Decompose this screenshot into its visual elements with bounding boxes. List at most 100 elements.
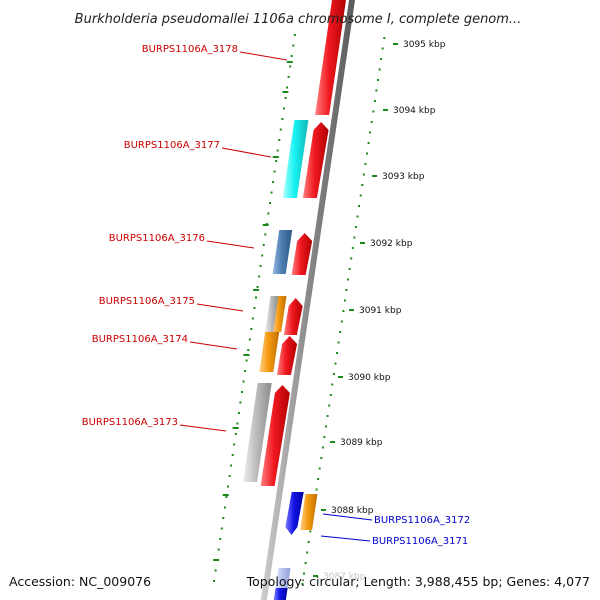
- gene-label[interactable]: BURPS1106A_3176: [109, 233, 205, 244]
- inner-guide-dot: [239, 401, 242, 404]
- gene-label[interactable]: BURPS1106A_3177: [124, 140, 220, 151]
- gene-burps1106a-3178[interactable]: [315, 0, 346, 115]
- gene-burps1106a-3175[interactable]: [272, 296, 287, 332]
- inner-guide-dot: [244, 370, 247, 372]
- inner-guide-dot: [273, 170, 276, 173]
- backbone-strand: [260, 0, 355, 600]
- gene-label[interactable]: BURPS1106A_3173: [82, 417, 178, 428]
- outer-guide-dot: [358, 205, 361, 207]
- gene-burps1106a-3171[interactable]: [285, 492, 304, 535]
- scale-tick-label: 3093 kbp: [382, 172, 425, 182]
- outer-guide-dot: [380, 58, 383, 60]
- gene-burps1106a-3176[interactable]: [272, 230, 293, 274]
- label-leader-line: [196, 303, 244, 312]
- outer-guide-dot: [373, 100, 376, 102]
- outer-guide-dot: [340, 320, 343, 323]
- gene-burps1106a-3175-gray[interactable]: [265, 296, 279, 332]
- scale-tick-label: 3088 kbp: [331, 506, 374, 516]
- outer-guide-dot: [378, 68, 381, 71]
- inner-guide-dot: [262, 244, 265, 246]
- label-leader-line: [239, 51, 288, 61]
- outer-guide-dot: [345, 289, 348, 291]
- gene-burps1106a-3172[interactable]: [300, 494, 318, 530]
- gene-burps1106a-3177[interactable]: [282, 120, 309, 198]
- inner-guide-dot: [279, 128, 282, 131]
- outer-guide-dot: [306, 551, 309, 554]
- scale-tick-label: 3089 kbp: [340, 438, 383, 448]
- inner-guide-dot: [214, 569, 217, 572]
- inner-guide-dot: [234, 433, 237, 435]
- outer-guide-dot: [350, 257, 353, 260]
- label-leader-line: [179, 424, 227, 432]
- inner-guide-dot: [237, 412, 240, 414]
- outer-guide-dot: [332, 373, 335, 375]
- inner-guide-dot: [284, 97, 287, 99]
- gene-burps1106a-3173[interactable]: [243, 383, 272, 482]
- outer-guide-dot: [315, 488, 318, 491]
- inner-guide-dot: [275, 160, 278, 162]
- outer-guide-dot: [320, 457, 323, 459]
- inner-guide-dot: [289, 65, 292, 68]
- outer-guide-dot: [367, 142, 370, 144]
- gene-burps1106a-3173-strand[interactable]: [260, 385, 290, 486]
- gene-burps1106a-3174[interactable]: [259, 332, 280, 372]
- chromosome-backbone: [260, 0, 355, 600]
- inner-guide-dot: [245, 359, 248, 362]
- outer-guide-dot: [317, 478, 320, 480]
- inner-guide-dot: [253, 307, 256, 309]
- inner-guide-dot: [236, 422, 239, 425]
- outer-guide-dot: [303, 572, 305, 575]
- scale-tick-label: 3090 kbp: [348, 373, 391, 383]
- outer-guide-dot: [342, 310, 345, 312]
- gene-burps1106a-3174-strand[interactable]: [276, 336, 298, 375]
- inner-guide-dot: [278, 139, 281, 141]
- inner-guide-dot: [272, 181, 275, 183]
- inner-guide-dot: [287, 76, 290, 78]
- outer-guide-dot: [364, 163, 367, 165]
- gene-label[interactable]: BURPS1106A_3172: [374, 515, 470, 526]
- inner-guide-dot: [233, 443, 236, 446]
- label-leader-line: [221, 147, 272, 158]
- gene-burps1106a-3176-strand[interactable]: [291, 233, 313, 275]
- inner-guide-dot: [293, 34, 296, 36]
- inner-guide-dot: [220, 527, 223, 530]
- gene-burps1106a-3175-strand[interactable]: [283, 298, 303, 335]
- gene-label[interactable]: BURPS1106A_3174: [92, 334, 188, 345]
- inner-guide-dot: [231, 454, 234, 456]
- inner-guide-dot: [264, 233, 267, 236]
- inner-guide-dot: [251, 317, 254, 320]
- outer-guide-dot: [351, 247, 354, 249]
- inner-guide-dot: [217, 548, 220, 551]
- outer-guide-dot: [375, 89, 378, 92]
- outer-guide-dot: [343, 299, 346, 302]
- outer-guide-dot: [354, 226, 357, 228]
- label-leader-line: [320, 535, 371, 542]
- inner-guide-dot: [259, 265, 262, 267]
- outer-guide-dot: [328, 404, 331, 407]
- inner-guide-dot: [247, 349, 250, 351]
- label-leader-line: [322, 513, 373, 521]
- scale-tick-label: 3087 kbp: [323, 572, 366, 582]
- map-title: Burkholderia pseudomallei 1106a chromoso…: [75, 12, 522, 27]
- scale-tick-label: 3092 kbp: [370, 239, 413, 249]
- outer-guide-dot: [334, 362, 337, 365]
- gene-burps1106a-3177-strand[interactable]: [302, 122, 329, 198]
- outer-guide-dot: [325, 425, 327, 428]
- inner-guide-dot: [267, 212, 270, 215]
- gene-label[interactable]: BURPS1106A_3175: [99, 296, 195, 307]
- gene-label[interactable]: BURPS1106A_3171: [372, 536, 468, 547]
- outer-guide-dot: [347, 278, 350, 281]
- outer-guide-dot: [366, 152, 368, 155]
- genome-summary-text: Topology: circular; Length: 3,988,455 bp…: [246, 574, 590, 589]
- gene-lower-blue[interactable]: [273, 588, 288, 600]
- gene-labels: BURPS1106A_3178 BURPS1106A_3177 BURPS1106A…: [82, 44, 471, 547]
- outer-guide-dot: [326, 415, 329, 417]
- outer-guide-dot: [304, 562, 307, 564]
- inner-guide-dot: [261, 254, 264, 257]
- inner-guide-dot: [281, 118, 284, 120]
- outer-guide-dot: [307, 541, 310, 543]
- outer-guide-dot: [377, 79, 379, 81]
- outer-guide-dot: [381, 47, 384, 50]
- gene-label[interactable]: BURPS1106A_3178: [142, 44, 238, 55]
